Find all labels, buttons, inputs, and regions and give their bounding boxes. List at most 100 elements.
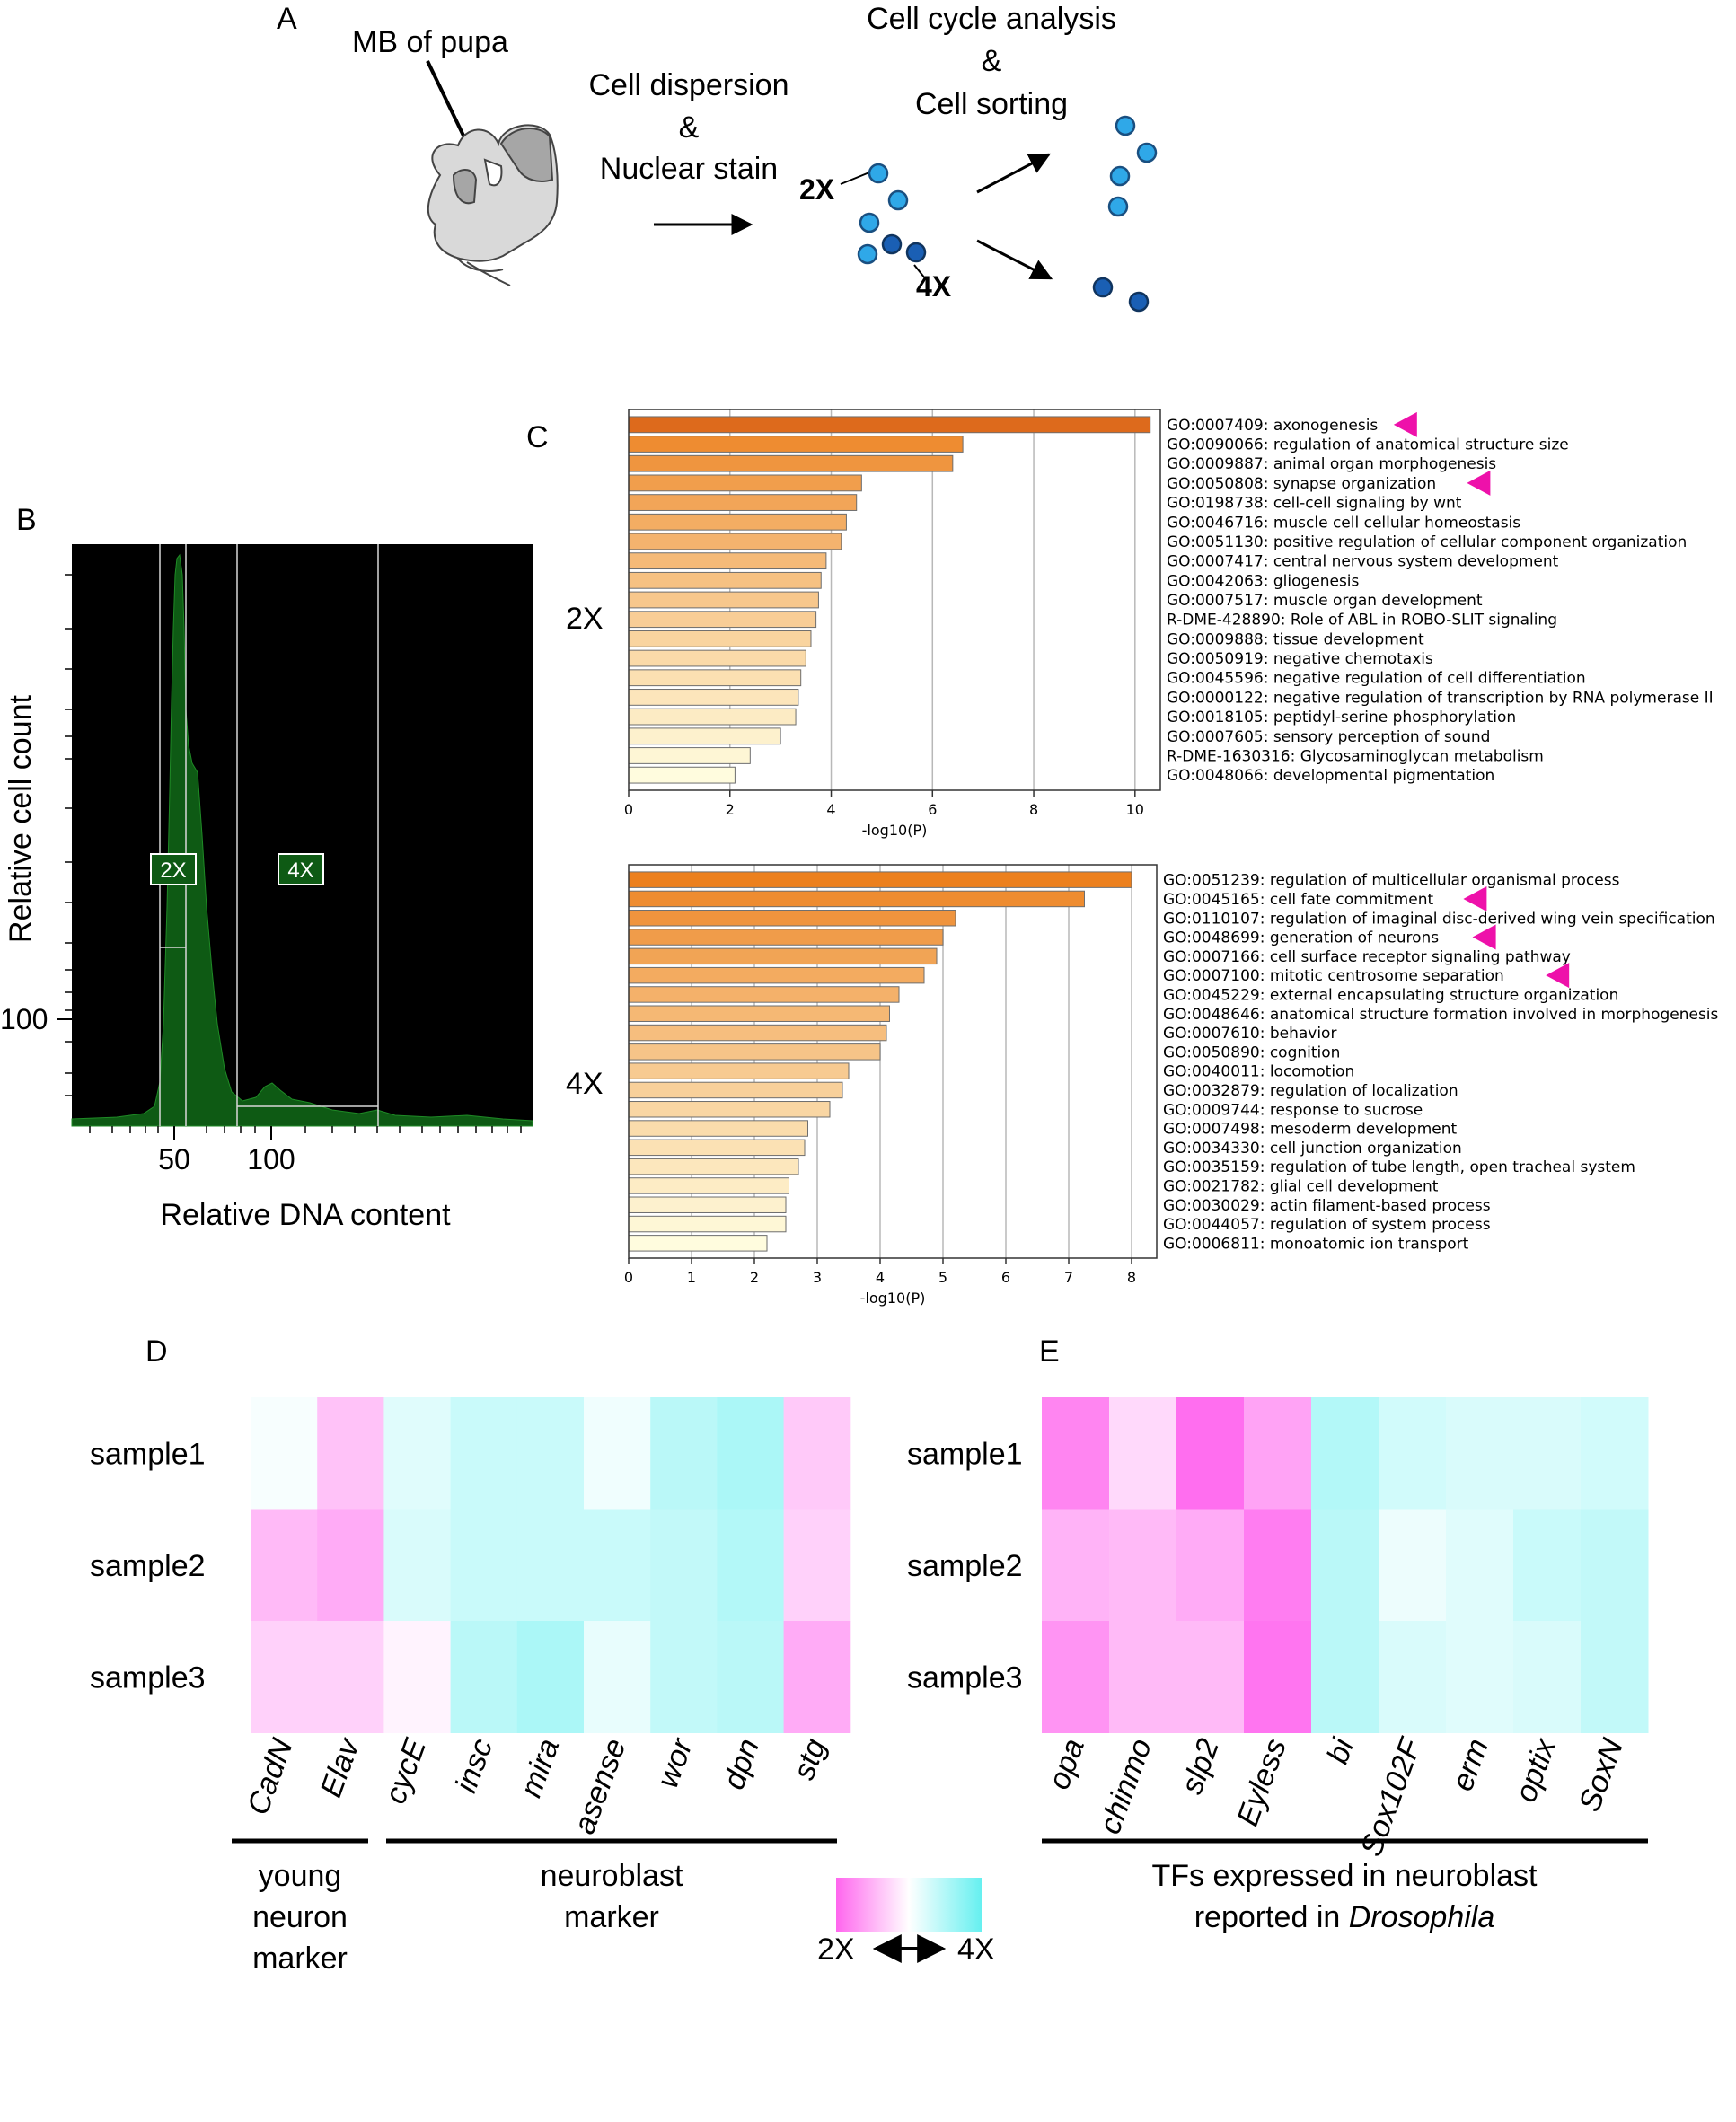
heatmap-cell <box>1581 1397 1649 1510</box>
heatmap-cell <box>1042 1397 1110 1510</box>
plot-frame <box>628 409 1161 791</box>
go-term-label: GO:0048699: generation of neurons <box>1163 929 1439 947</box>
heatmap-cell <box>1109 1509 1177 1622</box>
heatmap-cell <box>1176 1621 1245 1733</box>
panel-a-letter: A <box>277 2 297 36</box>
column-label: asense <box>567 1734 632 1838</box>
go-bar <box>628 890 1085 908</box>
go-bar <box>628 1196 787 1213</box>
heatmap-cell <box>1109 1621 1177 1733</box>
go-term-label: GO:0006811: monoatomic ion transport <box>1163 1235 1469 1253</box>
go-term-label: GO:0007409: axonogenesis <box>1167 417 1378 435</box>
go-term-label: GO:0051130: positive regulation of cellu… <box>1167 533 1687 551</box>
go-bar <box>628 1139 806 1157</box>
go-term-label: GO:0009744: response to sucrose <box>1163 1101 1423 1119</box>
x-tick-label: 5 <box>938 1269 947 1286</box>
column-label: erm <box>1445 1734 1495 1795</box>
row-label: sample2 <box>907 1549 1023 1583</box>
highlight-arrow-icon <box>1546 963 1570 989</box>
dna-content-histogram <box>71 553 533 1127</box>
panel-c-letter: C <box>526 420 549 454</box>
column-label: dpn <box>717 1734 766 1793</box>
column-label: wor <box>650 1733 700 1792</box>
go-bar <box>628 494 858 511</box>
go-bar <box>628 766 736 784</box>
column-label: Elav <box>313 1732 366 1801</box>
mixed-cells <box>857 163 927 265</box>
go-term-label: GO:0040011: locomotion <box>1163 1063 1354 1081</box>
heatmap-cell <box>1379 1621 1447 1733</box>
heatmap-cell <box>783 1397 851 1510</box>
heatmap-cell <box>450 1397 518 1510</box>
heatmap-cell <box>1379 1509 1447 1622</box>
go-term-label: GO:0110107: regulation of imaginal disc-… <box>1163 910 1715 928</box>
go-chart-4x: GO:0051239: regulation of multicellular … <box>624 864 1719 1307</box>
highlight-arrow-icon <box>1393 411 1417 437</box>
heatmap-cell <box>516 1397 585 1510</box>
legend-gradient <box>836 1878 982 1932</box>
group-label-tfs-1: TFs expressed in neuroblast <box>1152 1859 1538 1893</box>
go-term-label: GO:0042063: gliogenesis <box>1167 572 1360 590</box>
heatmap-cell <box>717 1509 785 1622</box>
go-bar <box>628 1043 881 1061</box>
go-bar <box>628 1158 799 1175</box>
x-tick-label: 2 <box>750 1269 759 1286</box>
column-label: CadN <box>241 1734 300 1819</box>
go-term-label: GO:0007605: sensory perception of sound <box>1167 728 1490 746</box>
go-term-label: GO:0007610: behavior <box>1163 1025 1336 1043</box>
go-term-label: GO:0044057: regulation of system process <box>1163 1216 1491 1234</box>
arrow-sort-2x <box>976 153 1052 194</box>
column-label: slp2 <box>1175 1734 1226 1799</box>
heatmap-cell <box>584 1621 651 1733</box>
heatmap-cell <box>1042 1621 1110 1733</box>
go-term-label: R-DME-1630316: Glycosaminoglycan metabol… <box>1167 747 1544 765</box>
go-bar <box>628 1215 787 1233</box>
go-bar <box>628 649 806 667</box>
go-term-label: GO:0009887: animal organ morphogenesis <box>1167 455 1496 473</box>
x-tick-label: 1 <box>687 1269 696 1286</box>
heatmap-cell <box>450 1509 518 1622</box>
group-label-young-2: neuron <box>252 1900 348 1934</box>
x-tick-label: 10 <box>1126 801 1144 818</box>
row-label: sample2 <box>90 1549 206 1583</box>
go-bar <box>628 947 938 965</box>
go-bar <box>628 1120 808 1137</box>
heatmap-e: sample1 sample2 sample3 opa chinmo slp2 Eyless… <box>907 1397 1649 1861</box>
cell-4x <box>1128 291 1150 313</box>
x-tick-label: 0 <box>624 1269 633 1286</box>
heatmap-cell <box>1513 1397 1582 1510</box>
go-bar <box>628 1081 843 1099</box>
sorted-4x-cells <box>1092 277 1150 313</box>
step2-line2: Cell sorting <box>915 87 1068 121</box>
step2-line1: Cell cycle analysis <box>867 2 1116 36</box>
cell-4x <box>905 242 927 263</box>
heatmap-cell <box>1042 1509 1110 1622</box>
go-bar <box>628 910 956 927</box>
go-bar <box>628 708 797 726</box>
group-label-tfs-2-italic: Drosophila <box>1349 1900 1495 1934</box>
row-label: sample1 <box>907 1437 1023 1471</box>
go-bar <box>628 436 964 453</box>
go-2x-group-label: 2X <box>566 602 604 636</box>
go-term-label: R-DME-428890: Role of ABL in ROBO-SLIT s… <box>1167 612 1557 630</box>
go-term-label: GO:0051239: regulation of multicellular … <box>1163 872 1620 890</box>
cell-4x <box>1092 277 1114 298</box>
go-term-label: GO:0009888: tissue development <box>1167 630 1424 648</box>
heatmap-cell <box>783 1509 851 1622</box>
go-bar <box>628 986 900 1003</box>
x-tick-label: 6 <box>1001 1269 1010 1286</box>
flow-axis-ticks <box>57 574 522 1140</box>
heatmap-cell <box>584 1397 651 1510</box>
go-term-label: GO:0007166: cell surface receptor signal… <box>1163 948 1571 966</box>
panel-c: C 2X 4X GO:0007409: axonogenesisGO:00900… <box>526 409 1719 1307</box>
color-legend: 2X 4X <box>817 1878 995 1967</box>
heatmap-cell <box>317 1509 384 1622</box>
flow-x-axis-label: Relative DNA content <box>160 1198 451 1232</box>
cell-2x <box>1115 115 1136 136</box>
row-label: sample3 <box>90 1660 206 1695</box>
label-2x: 2X <box>799 173 835 206</box>
go-bar <box>628 513 847 531</box>
heatmap-cell <box>1244 1509 1312 1622</box>
